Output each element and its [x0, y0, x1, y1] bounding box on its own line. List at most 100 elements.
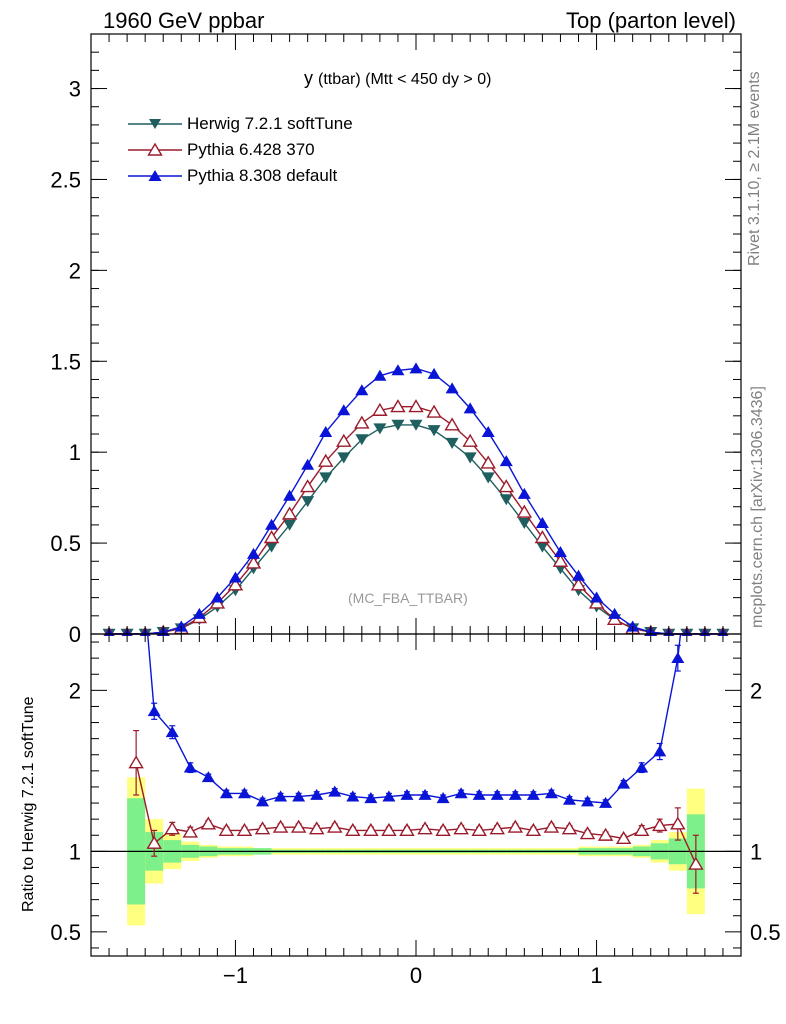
data-point-pythia6: [336, 433, 352, 447]
data-point-pythia8: [265, 518, 279, 530]
data-point-herwig: [391, 419, 405, 431]
ratio-point-pythia8: [418, 788, 432, 800]
data-point-pythia8: [608, 607, 622, 619]
data-point-pythia6: [390, 399, 406, 413]
data-point-pythia6: [263, 530, 280, 544]
legend-item-pythia8: Pythia 8.308 default: [126, 164, 406, 190]
ratio-point-pythia6: [363, 822, 379, 836]
rivet-version-label: Rivet 3.1.10, ≥ 2.1M events: [746, 71, 763, 266]
ratio-point-pythia6: [417, 821, 433, 835]
data-point-pythia8: [319, 426, 333, 438]
legend-item-pythia6: Pythia 6.428 370: [126, 138, 406, 164]
data-point-pythia6: [317, 453, 334, 467]
data-point-herwig: [535, 541, 549, 553]
ratio-point-pythia6: [525, 822, 542, 836]
ratio-point-pythia6: [290, 819, 307, 833]
data-point-pythia8: [590, 591, 604, 603]
ratio-point-pythia8: [562, 793, 576, 805]
data-point-pythia6: [570, 577, 587, 591]
ratio-point-pythia6: [435, 822, 451, 836]
ratio-y-tick-label-left: 2: [69, 678, 81, 703]
ratio-point-pythia8: [490, 788, 504, 800]
data-point-pythia6: [516, 504, 533, 518]
ratio-point-pythia6: [146, 835, 162, 849]
plot-title: y (ttbar) (Mtt < 450 dy > 0): [304, 68, 491, 89]
main-y-tick-label: 1: [69, 440, 81, 465]
data-point-pythia8: [192, 607, 206, 619]
ratio-point-pythia8: [526, 788, 540, 800]
ratio-point-pythia8: [382, 790, 396, 802]
data-point-pythia6: [299, 479, 316, 493]
data-point-pythia8: [499, 455, 513, 467]
x-tick-label: 1: [590, 963, 602, 988]
data-point-pythia6: [281, 506, 298, 520]
ratio-point-pythia8: [671, 651, 685, 664]
data-point-herwig: [427, 425, 441, 437]
ratio-point-pythia6: [254, 821, 271, 835]
ratio-point-pythia8: [508, 788, 522, 800]
data-point-pythia6: [372, 402, 388, 416]
ratio-point-pythia8: [256, 795, 270, 807]
main-y-tick-label: 2.5: [50, 167, 81, 192]
legend-marker-herwig: [128, 119, 182, 129]
data-point-pythia6: [462, 433, 478, 447]
main-series-group: [102, 362, 730, 636]
ratio-y-tick-label-right: 0.5: [750, 920, 781, 945]
legend: Herwig 7.2.1 softTune Pythia 6.428 370 P…: [126, 112, 406, 190]
ratio-point-pythia8: [201, 771, 215, 783]
ratio-point-pythia6: [381, 822, 397, 836]
ratio-point-pythia6: [543, 819, 560, 833]
data-point-pythia8: [283, 489, 297, 501]
ratio-y-tick-label-right: 1: [750, 839, 762, 864]
ratio-point-pythia8: [310, 788, 324, 800]
legend-label-pythia6: Pythia 6.428 370: [187, 140, 315, 159]
data-point-pythia6: [408, 399, 424, 413]
data-point-pythia6: [534, 530, 551, 544]
ratio-point-pythia6: [200, 816, 217, 830]
data-point-pythia8: [517, 487, 531, 499]
x-tick-label: −1: [223, 963, 248, 988]
data-point-herwig: [463, 452, 477, 464]
data-point-herwig: [373, 423, 387, 435]
data-point-herwig: [517, 517, 531, 529]
data-point-pythia8: [301, 458, 315, 470]
ratio-point-pythia6: [218, 822, 235, 836]
ratio-point-pythia6: [272, 819, 289, 833]
ratio-point-pythia6: [164, 821, 180, 835]
data-point-pythia8: [481, 426, 495, 438]
ratio-point-pythia8: [274, 790, 288, 802]
legend-label-herwig: Herwig 7.2.1 softTune: [187, 114, 353, 133]
ratio-point-pythia6: [345, 822, 361, 836]
main-y-tick-label: 2: [69, 258, 81, 283]
plot-title-main: y: [304, 68, 313, 88]
data-point-pythia6: [227, 577, 244, 591]
ratio-point-pythia8: [544, 787, 558, 799]
x-tick-label: 0: [410, 963, 422, 988]
ratio-point-pythia6: [561, 821, 578, 835]
ratio-point-pythia8: [183, 761, 197, 773]
data-point-pythia6: [245, 555, 262, 569]
data-point-pythia8: [373, 369, 387, 381]
ratio-point-pythia8: [292, 790, 306, 802]
legend-label-pythia8: Pythia 8.308 default: [187, 166, 338, 185]
ratio-point-pythia8: [581, 795, 595, 807]
ratio-point-pythia6: [597, 827, 614, 841]
data-point-pythia6: [498, 479, 515, 493]
ratio-point-pythia6: [507, 819, 524, 833]
ratio-point-pythia8: [147, 705, 161, 717]
ratio-point-pythia6: [399, 822, 415, 836]
ratio-point-pythia6: [688, 856, 704, 870]
main-y-tick-label: 0: [69, 622, 81, 647]
data-point-herwig: [409, 419, 423, 431]
ratio-point-pythia8: [237, 787, 251, 799]
ratio-point-pythia8: [219, 787, 233, 799]
data-point-herwig: [319, 472, 333, 484]
data-point-pythia6: [444, 417, 460, 431]
ratio-point-pythia8: [400, 788, 414, 800]
data-point-herwig: [355, 434, 369, 446]
data-point-herwig: [445, 437, 459, 449]
main-y-tick-label: 1.5: [50, 349, 81, 374]
ratio-point-pythia6: [182, 824, 199, 838]
ratio-point-pythia6: [236, 822, 253, 836]
